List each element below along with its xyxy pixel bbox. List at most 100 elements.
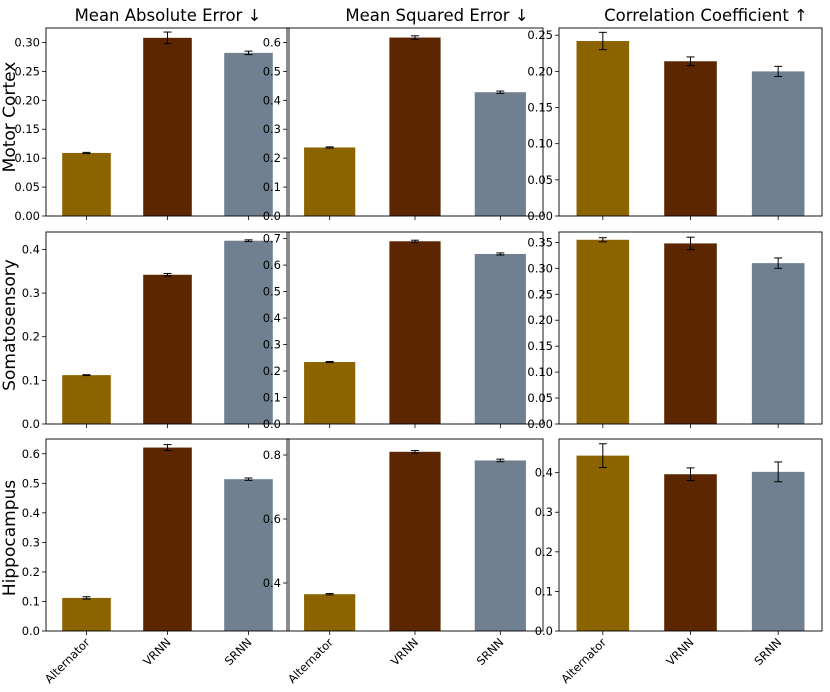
error-bar-alternator bbox=[598, 443, 607, 469]
bar-srnn bbox=[751, 71, 805, 216]
y-tick-label: 0.4 bbox=[22, 506, 40, 520]
error-bar-alternator bbox=[82, 151, 91, 155]
bar-vrnn bbox=[664, 243, 717, 424]
y-tick-label: 0.0 bbox=[263, 417, 281, 431]
error-bar-alternator bbox=[325, 593, 334, 596]
y-tick-label: 0.1 bbox=[535, 584, 553, 598]
panel-frame bbox=[558, 231, 823, 425]
y-tick-label: 0.00 bbox=[527, 209, 553, 223]
panel-frame bbox=[45, 27, 290, 217]
error-bar-vrnn bbox=[686, 236, 695, 251]
y-tick-label: 0.1 bbox=[263, 391, 281, 405]
y-tick-label: 0.2 bbox=[535, 545, 553, 559]
error-bar-alternator bbox=[598, 31, 607, 51]
panel-motor-cortex-mae: 0.00 0.05 0.10 0.15 0.20 0.25 0.30 bbox=[14, 27, 290, 223]
y-tick-label: 0.05 bbox=[14, 180, 40, 194]
bar-vrnn bbox=[143, 37, 192, 216]
panel-somatosensory-corr: 0.00 0.05 0.10 0.15 0.20 0.25 0.30 0.35 bbox=[527, 231, 823, 431]
row-label-motor-cortex: Motor Cortex bbox=[0, 62, 20, 173]
y-tick-label: 0.0 bbox=[535, 624, 553, 638]
bar-vrnn bbox=[389, 451, 441, 631]
y-tick-label: 0.4 bbox=[535, 466, 553, 480]
y-tick-label: 0.5 bbox=[263, 64, 281, 78]
bar-srnn bbox=[224, 52, 273, 217]
panel-frame bbox=[286, 231, 544, 425]
error-bar-vrnn bbox=[411, 450, 419, 454]
y-tick-label: 0.25 bbox=[527, 28, 553, 42]
bar-srnn bbox=[474, 92, 526, 216]
category-label-srnn: SRNN bbox=[474, 635, 507, 668]
y-tick-label: 0.25 bbox=[527, 287, 553, 301]
panel-frame bbox=[558, 27, 823, 217]
bar-srnn bbox=[224, 479, 273, 631]
bar-vrnn bbox=[664, 61, 717, 217]
category-label-srnn: SRNN bbox=[751, 635, 784, 668]
bar-vrnn bbox=[389, 37, 441, 216]
y-tick-label: 0.5 bbox=[22, 476, 40, 490]
y-tick-label: 0.15 bbox=[527, 101, 553, 115]
error-bar-srnn bbox=[496, 252, 505, 256]
y-tick-label: 0.4 bbox=[22, 242, 40, 256]
y-tick-label: 0.05 bbox=[527, 173, 553, 187]
column-title-mse: Mean Squared Error ↓ bbox=[345, 6, 528, 25]
error-bar-srnn bbox=[244, 50, 253, 56]
y-tick-label: 0.0 bbox=[22, 624, 40, 638]
row-label-hippocampus: Hippocampus bbox=[0, 480, 20, 596]
panel-somatosensory-mae: 0.0 0.1 0.2 0.3 0.4 bbox=[22, 231, 290, 431]
bar-alternator bbox=[304, 147, 356, 216]
y-tick-label: 0.25 bbox=[14, 64, 40, 78]
y-tick-label: 0.00 bbox=[14, 209, 40, 223]
category-label-vrnn: VRNN bbox=[140, 635, 173, 668]
y-tick-label: 0.30 bbox=[14, 35, 40, 49]
y-tick-label: 0.20 bbox=[14, 93, 40, 107]
y-tick-label: 0.8 bbox=[263, 448, 281, 462]
error-bar-srnn bbox=[244, 239, 253, 243]
y-tick-label: 0.6 bbox=[263, 35, 281, 49]
y-tick-label: 0.7 bbox=[263, 232, 281, 246]
bar-vrnn bbox=[389, 241, 441, 424]
y-tick-label: 0.2 bbox=[22, 330, 40, 344]
y-tick-label: 0.20 bbox=[527, 64, 553, 78]
bar-srnn bbox=[751, 471, 805, 631]
error-bar-alternator bbox=[325, 146, 334, 149]
panel-motor-cortex-mse: 0.0 0.1 0.2 0.3 0.4 0.5 0.6 bbox=[263, 27, 544, 223]
y-tick-label: 0.6 bbox=[22, 447, 40, 461]
bar-srnn bbox=[751, 263, 805, 424]
error-bar-srnn bbox=[774, 461, 783, 483]
column-title-mae: Mean Absolute Error ↓ bbox=[75, 6, 262, 25]
category-label-alternator: Alternator bbox=[558, 635, 609, 686]
y-tick-label: 0.10 bbox=[527, 365, 553, 379]
bar-vrnn bbox=[664, 474, 717, 631]
column-title-corr: Correlation Coefficient ↑ bbox=[604, 6, 808, 25]
y-tick-label: 0.15 bbox=[527, 339, 553, 353]
error-bar-srnn bbox=[774, 257, 783, 269]
y-tick-label: 0.10 bbox=[14, 151, 40, 165]
y-tick-label: 0.35 bbox=[527, 235, 553, 249]
error-bar-vrnn bbox=[163, 31, 172, 45]
y-tick-label: 0.6 bbox=[263, 512, 281, 526]
category-label-alternator: Alternator bbox=[285, 635, 336, 686]
bar-alternator bbox=[304, 594, 356, 631]
bar-srnn bbox=[474, 460, 526, 631]
bar-vrnn bbox=[143, 274, 192, 424]
y-tick-label: 0.6 bbox=[263, 258, 281, 272]
y-tick-label: 0.2 bbox=[263, 364, 281, 378]
bar-alternator bbox=[62, 375, 111, 424]
category-label-alternator: Alternator bbox=[42, 635, 93, 686]
y-tick-label: 0.20 bbox=[527, 313, 553, 327]
panel-hippocampus-mse: 0.4 0.6 0.8 Alternator VRNN SRNN bbox=[263, 438, 544, 686]
y-tick-label: 0.2 bbox=[263, 151, 281, 165]
y-tick-label: 0.1 bbox=[22, 373, 40, 387]
y-tick-label: 0.30 bbox=[527, 261, 553, 275]
y-tick-label: 0.3 bbox=[263, 338, 281, 352]
row-labels: Motor Cortex Somatosensory Hippocampus bbox=[0, 62, 20, 596]
panel-frame bbox=[45, 438, 290, 632]
y-tick-label: 0.3 bbox=[535, 505, 553, 519]
y-tick-label: 0.15 bbox=[14, 122, 40, 136]
panel-somatosensory-mse: 0.0 0.1 0.2 0.3 0.4 0.5 0.6 0.7 bbox=[263, 231, 544, 431]
y-tick-label: 0.3 bbox=[263, 122, 281, 136]
y-tick-label: 0.00 bbox=[527, 417, 553, 431]
error-bar-srnn bbox=[496, 90, 505, 94]
panel-motor-cortex-corr: 0.00 0.05 0.10 0.15 0.20 0.25 bbox=[527, 27, 823, 223]
